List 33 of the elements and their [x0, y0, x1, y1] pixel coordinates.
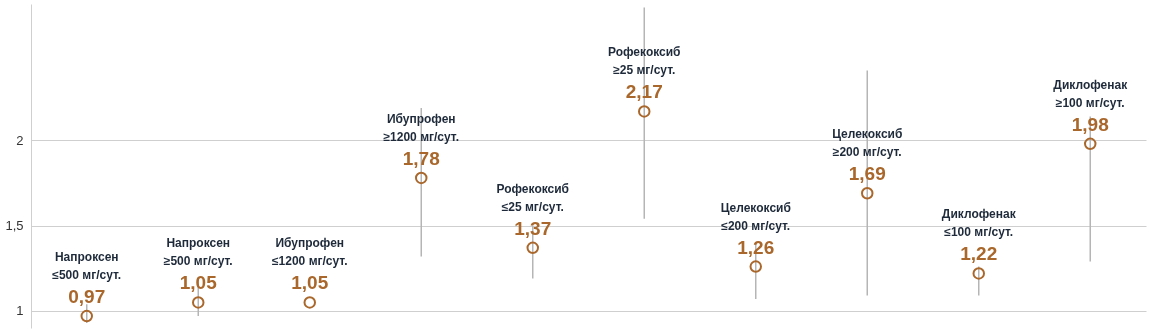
data-label: 1,98 [1071, 113, 1109, 135]
data-label: 1,37 [514, 217, 552, 239]
x-tick-label: Целекоксиб ≥200 мг/сут. [832, 127, 903, 160]
point [192, 296, 205, 309]
x-tick-label: Рофекоксиб ≥25 мг/сут. [607, 45, 681, 78]
point [1084, 137, 1097, 151]
point [638, 105, 651, 118]
point [749, 260, 762, 273]
data-label: 0,97 [68, 286, 106, 308]
point [526, 241, 539, 255]
data-label: 1,26 [737, 236, 775, 258]
x-tick-label: Ибупрофен ≥1200 мг/сут. [383, 111, 459, 144]
point [80, 309, 93, 323]
y-tick-label: 2 [16, 132, 24, 148]
x-tick-label: Диклофенак ≥100 мг/сут. [1053, 77, 1129, 110]
data-label: 1,22 [960, 243, 998, 265]
x-tick-label: Целекоксиб ≤200 мг/сут. [720, 200, 791, 233]
y-tick-label: 1 [16, 303, 24, 319]
point [415, 171, 428, 185]
x-tick-label: Диклофенак ≤100 мг/сут. [941, 207, 1017, 240]
data-label: 1,05 [179, 272, 218, 294]
x-tick-label: Напроксен ≤500 мг/сут. [52, 250, 122, 283]
point [303, 296, 316, 309]
x-tick-label: Ибупрофен ≤1200 мг/сут. [272, 236, 348, 269]
data-label: 1,69 [848, 163, 886, 185]
data-label: 1,05 [291, 272, 329, 294]
x-tick-label: Напроксен ≥500 мг/сут. [163, 236, 233, 269]
data-label: 2,17 [625, 81, 663, 103]
data-label: 1,78 [402, 147, 440, 169]
point [972, 267, 985, 280]
x-tick-label: Рофекоксиб ≤25 мг/сут. [496, 181, 570, 214]
point [861, 187, 874, 200]
y-tick-label: 1,5 [5, 218, 24, 234]
